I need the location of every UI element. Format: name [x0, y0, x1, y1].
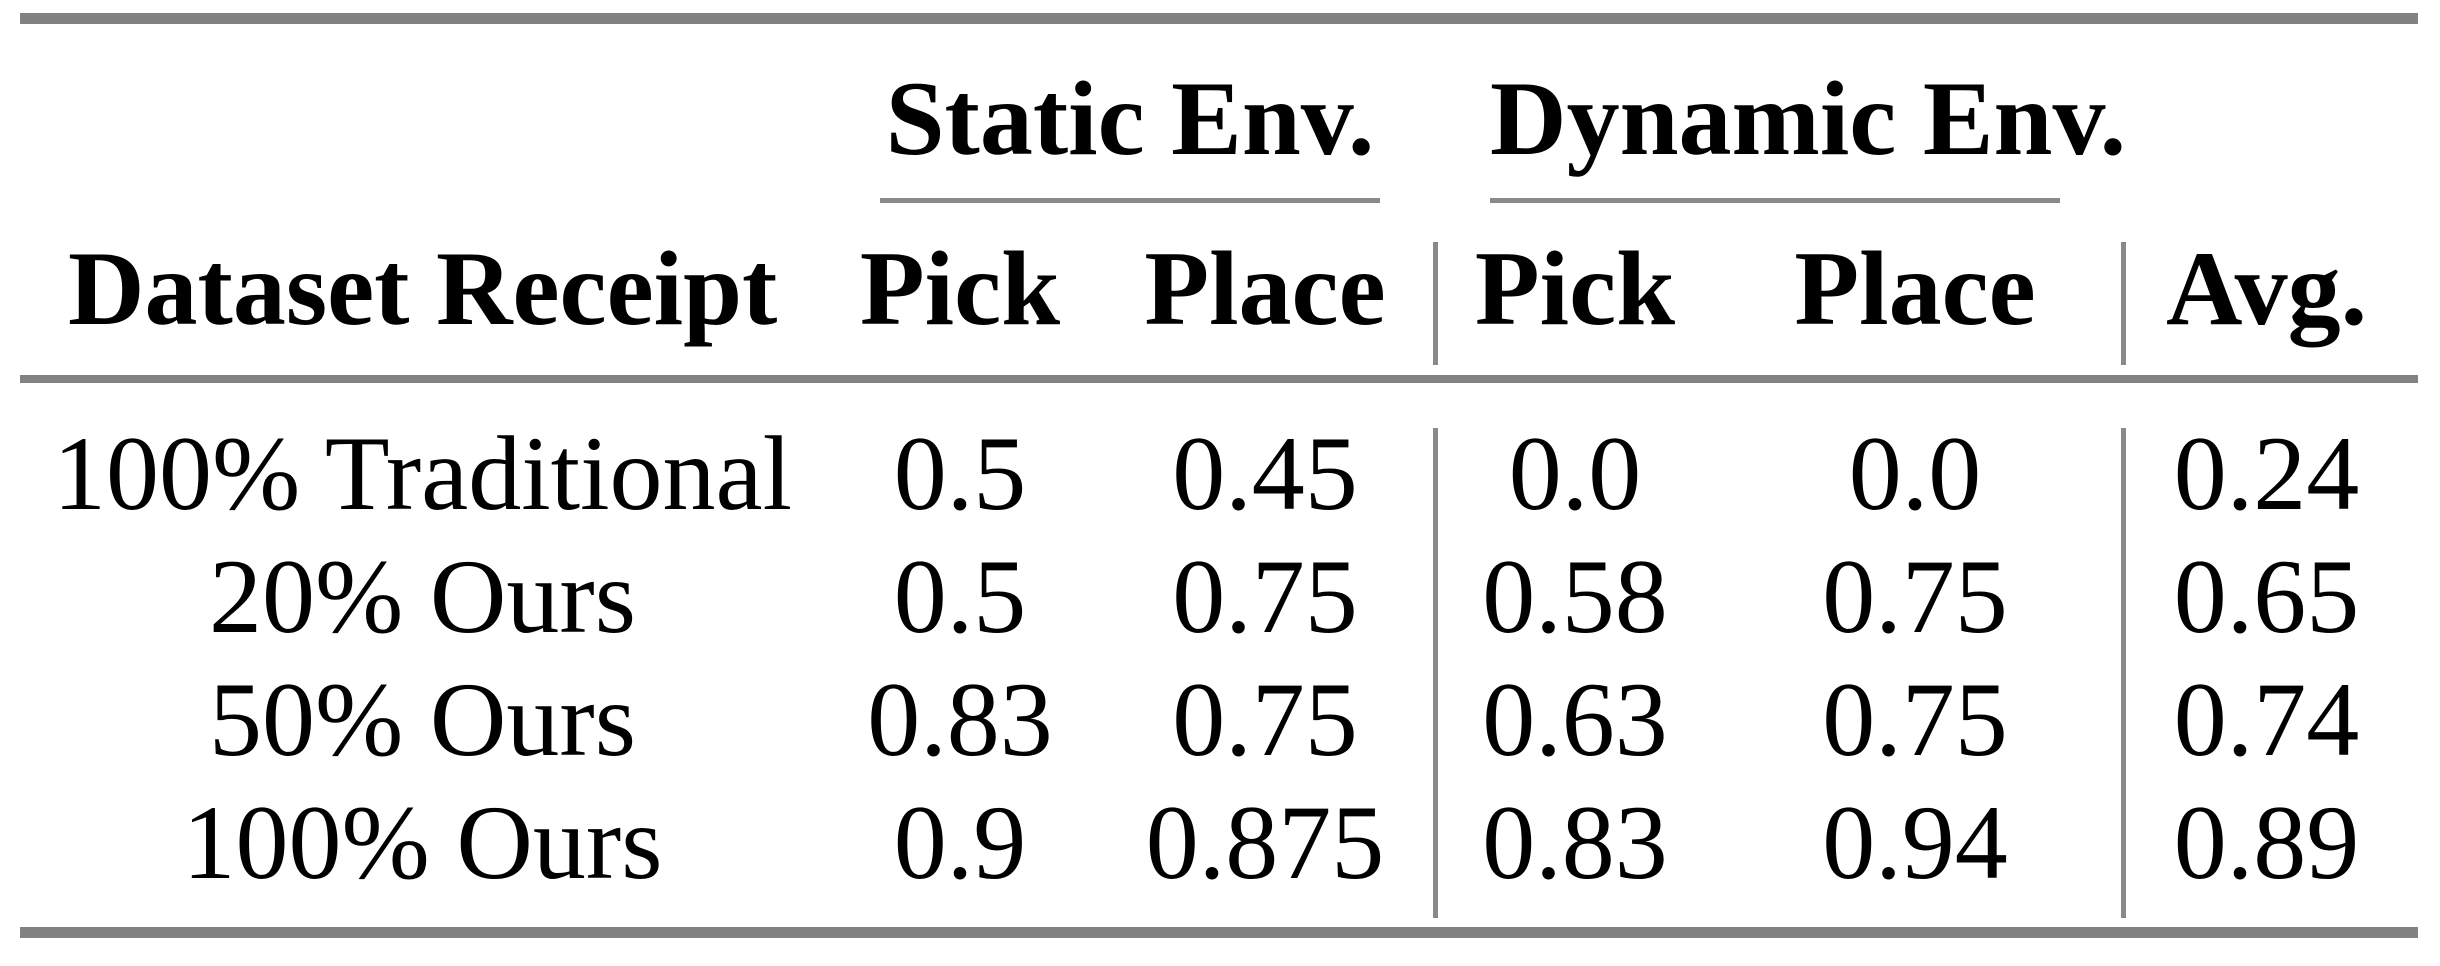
column-header-static-pick: Pick	[825, 202, 1095, 383]
dynamic-env-label: Dynamic Env.	[1490, 59, 2127, 177]
cell-static-pick: 0.9	[893, 784, 1027, 901]
table-row-100-traditional: 100% Traditional 0.5 0.45 0.0 0.0 0.24	[20, 413, 2418, 536]
dynamic-env-label-with-cmidrule: Dynamic Env.	[1490, 65, 2126, 203]
column-header-dynamic-place: Place	[1715, 202, 2116, 383]
spacer-row	[20, 379, 2418, 413]
row-label: 100% Traditional	[52, 415, 793, 532]
group-header-dynamic-env: Dynamic Env.	[1435, 19, 2126, 203]
cell-avg: 0.74	[2173, 661, 2360, 778]
row-label: 100% Ours	[182, 784, 663, 901]
column-separator-body-2	[2121, 428, 2126, 918]
column-header-row: Dataset Receipt Pick Place Pick Place Av…	[20, 202, 2419, 383]
cell-dynamic-pick: 0.83	[1482, 784, 1668, 901]
cell-static-place: 0.45	[1172, 415, 1358, 532]
cell-static-place: 0.75	[1172, 661, 1358, 778]
table-row-100-ours: 100% Ours 0.9 0.875 0.83 0.94 0.89	[20, 782, 2418, 905]
cell-dynamic-place: 0.0	[1848, 415, 1982, 532]
group-header-static-env: Static Env.	[825, 19, 1435, 203]
cell-dynamic-pick: 0.63	[1482, 661, 1668, 778]
cell-static-pick: 0.83	[867, 661, 1053, 778]
cell-static-pick: 0.5	[893, 415, 1027, 532]
cell-static-pick: 0.5	[893, 538, 1027, 655]
cell-avg: 0.89	[2173, 784, 2360, 901]
group-header-empty-avg	[2115, 19, 2418, 203]
cell-dynamic-place: 0.75	[1822, 538, 2008, 655]
table-row-20-ours: 20% Ours 0.5 0.75 0.58 0.75 0.65	[20, 536, 2418, 659]
row-label: 20% Ours	[209, 538, 636, 655]
row-label: 50% Ours	[209, 661, 636, 778]
column-separator-body-1	[1433, 428, 1438, 918]
cell-dynamic-place: 0.94	[1822, 784, 2008, 901]
column-header-dynamic-pick: Pick	[1435, 202, 1716, 383]
table-row-50-ours: 50% Ours 0.83 0.75 0.63 0.75 0.74	[20, 659, 2418, 782]
results-table: Static Env. Dynamic Env. Dataset Receipt…	[20, 13, 2419, 938]
column-separator-header-1	[1433, 242, 1438, 365]
cell-dynamic-pick: 0.0	[1508, 415, 1642, 532]
group-header-empty	[20, 19, 825, 203]
cell-avg: 0.65	[2173, 538, 2360, 655]
static-env-label: Static Env.	[885, 59, 1375, 177]
group-header-row: Static Env. Dynamic Env.	[20, 19, 2418, 203]
spacer-row	[20, 905, 2418, 933]
column-header-avg: Avg.	[2115, 202, 2419, 383]
column-header-dataset-receipt: Dataset Receipt	[20, 202, 825, 383]
cell-static-place: 0.875	[1145, 784, 1385, 901]
column-separator-header-2	[2121, 242, 2126, 365]
cell-static-place: 0.75	[1172, 538, 1358, 655]
cell-dynamic-place: 0.75	[1822, 661, 2008, 778]
column-header-static-place: Place	[1095, 202, 1436, 383]
cell-dynamic-pick: 0.58	[1482, 538, 1668, 655]
cell-avg: 0.24	[2173, 415, 2360, 532]
static-env-label-with-cmidrule: Static Env.	[880, 65, 1381, 203]
